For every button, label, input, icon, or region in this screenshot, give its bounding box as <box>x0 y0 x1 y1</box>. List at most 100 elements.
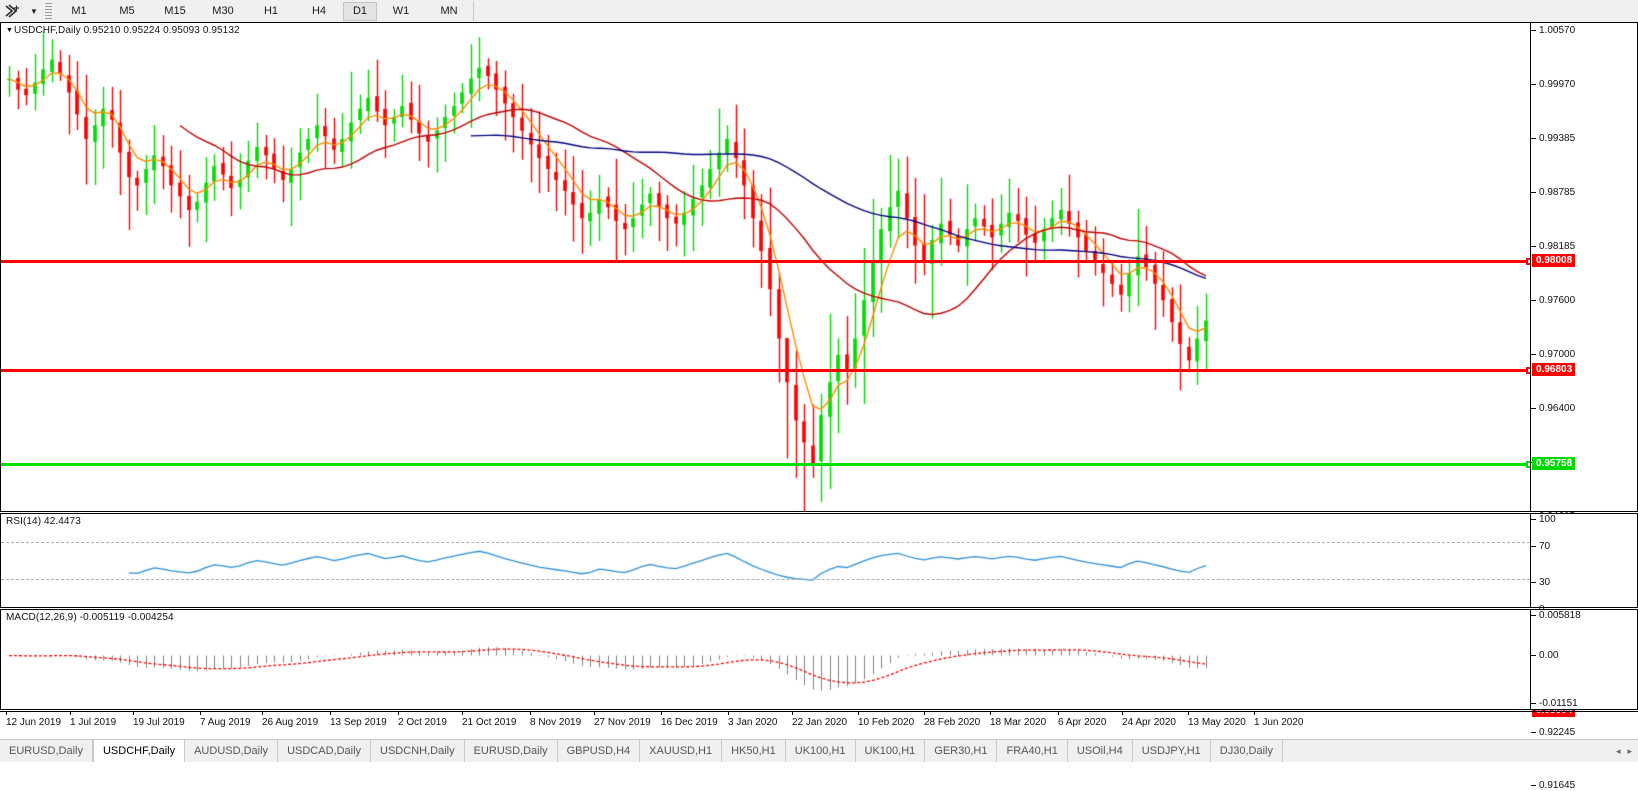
tick-mark <box>1531 703 1536 704</box>
price-axis-tick: 0.96400 <box>1531 403 1638 414</box>
macd-axis-tick: 0.00 <box>1531 650 1638 661</box>
date-label: 19 Jul 2019 <box>133 717 185 728</box>
price-plot-area[interactable] <box>1 23 1530 511</box>
macd-plot-area[interactable] <box>1 610 1530 709</box>
chart-tab-uk100-h1[interactable]: UK100,H1 <box>786 740 856 762</box>
timeframe-m15[interactable]: M15 <box>164 5 186 17</box>
timeframe-m30[interactable]: M30 <box>212 5 234 17</box>
price-level-badge-green[interactable]: 0.95758 <box>1532 457 1576 470</box>
chart-tab-ger30-h1[interactable]: GER30,H1 <box>925 740 998 762</box>
tick-mark <box>1531 732 1536 733</box>
chart-tab-uk100-h1[interactable]: UK100,H1 <box>856 740 926 762</box>
rsi-plot-area[interactable] <box>1 514 1530 607</box>
date-tick <box>1058 712 1059 715</box>
date-tick <box>70 712 71 715</box>
macd-panel[interactable]: MACD(12,26,9) -0.005119 -0.004254 0.0058… <box>0 609 1638 710</box>
date-label: 21 Oct 2019 <box>462 717 517 728</box>
tick-mark <box>1531 408 1536 409</box>
tick-mark <box>1531 354 1536 355</box>
tick-label: 1.00570 <box>1539 25 1576 36</box>
date-label: 10 Feb 2020 <box>858 717 915 728</box>
date-tick <box>398 712 399 715</box>
timeframe-d1[interactable]: D1 <box>343 1 377 21</box>
price-axis[interactable]: 1.00570 0.99970 0.99385 0.98785 0.98185 0.976… <box>1530 23 1638 791</box>
date-label: 18 Mar 2020 <box>990 717 1047 728</box>
tab-scroll-controls[interactable]: ◂ ▸ <box>1610 740 1638 762</box>
chart-tab-audusd-daily[interactable]: AUDUSD,Daily <box>185 740 279 762</box>
macd-axis-tick: 0.005818 <box>1531 610 1638 621</box>
drag-grip-icon[interactable] <box>44 3 52 19</box>
tick-label: 0.91645 <box>1539 780 1576 791</box>
date-tick <box>990 712 991 715</box>
crosshair-cursor-icon[interactable] <box>0 1 26 21</box>
price-axis-tick: 0.91645 <box>1531 780 1638 791</box>
timeframe-w1[interactable]: W1 <box>392 5 410 17</box>
date-tick <box>792 712 793 715</box>
timeframe-h4[interactable]: H4 <box>311 5 327 17</box>
panel-collapse-icon[interactable]: ▼ <box>6 27 14 34</box>
rsi-axis-tick: 30 <box>1531 577 1638 588</box>
date-tick <box>924 712 925 715</box>
chart-tab-usdjpy-h1[interactable]: USDJPY,H1 <box>1133 740 1211 762</box>
date-label: 16 Dec 2019 <box>661 717 718 728</box>
date-tick <box>728 712 729 715</box>
tab-scroll-left-icon[interactable]: ◂ <box>1615 745 1621 756</box>
date-axis[interactable]: 12 Jun 2019 1 Jul 2019 19 Jul 2019 7 Aug 20… <box>0 711 1638 733</box>
tick-mark <box>1531 246 1536 247</box>
price-axis-tick: 0.98185 <box>1531 241 1638 252</box>
tick-mark <box>1531 30 1536 31</box>
price-level-line-red[interactable] <box>1 367 1530 374</box>
date-tick <box>858 712 859 715</box>
chart-tab-hk50-h1[interactable]: HK50,H1 <box>722 740 786 762</box>
chart-tab-usdcnh-daily[interactable]: USDCNH,Daily <box>371 740 465 762</box>
chevron-down-icon[interactable]: ▼ <box>30 6 38 16</box>
chart-tab-eurusd-daily[interactable]: EURUSD,Daily <box>465 740 558 762</box>
tick-label: 0.99970 <box>1539 79 1576 90</box>
timeframe-m5[interactable]: M5 <box>119 5 135 17</box>
chart-tab-gbpusd-h4[interactable]: GBPUSD,H4 <box>558 740 641 762</box>
tick-label: -0.01151 <box>1539 698 1578 709</box>
price-level-badge-red[interactable]: 0.96803 <box>1532 363 1576 376</box>
level-handle[interactable] <box>1526 258 1530 265</box>
chart-tab-usdcad-daily[interactable]: USDCAD,Daily <box>278 740 372 762</box>
tab-scroll-right-icon[interactable]: ▸ <box>1627 745 1632 756</box>
chart-tab-bar[interactable]: EURUSD,Daily USDCHF,Daily AUDUSD,Daily USDC… <box>0 739 1638 762</box>
price-axis-tick: 0.99385 <box>1531 133 1638 144</box>
timeframe-h1[interactable]: H1 <box>263 5 279 17</box>
price-axis-tick: 0.97000 <box>1531 349 1638 360</box>
date-tick <box>200 712 201 715</box>
level-handle[interactable] <box>1526 461 1530 468</box>
tick-label: 0.99385 <box>1539 133 1576 144</box>
date-tick <box>1122 712 1123 715</box>
rsi-panel[interactable]: RSI(14) 42.4473 10070300 <box>0 513 1638 615</box>
chart-tab-dj30-daily[interactable]: DJ30,Daily <box>1211 740 1283 762</box>
timeframe-group: M1 M5 M15 M30 H1 H4 D1 W1 MN <box>55 1 474 21</box>
rsi-axis-tick: 100 <box>1531 514 1638 525</box>
chart-tab-eurusd-daily[interactable]: EURUSD,Daily <box>0 740 93 762</box>
price-level-badge-red[interactable]: 0.98008 <box>1532 254 1576 267</box>
price-axis-tick: 0.98785 <box>1531 187 1638 198</box>
rsi-canvas <box>1 514 1530 607</box>
timeframe-m1[interactable]: M1 <box>71 5 87 17</box>
chart-area[interactable]: ▼USDCHF,Daily 0.95210 0.95224 0.95093 0.… <box>0 22 1638 791</box>
tick-label: 0.98185 <box>1539 241 1576 252</box>
date-label: 22 Jan 2020 <box>792 717 848 728</box>
level-handle[interactable] <box>1526 367 1530 374</box>
tick-mark <box>1531 300 1536 301</box>
chart-tab-usdchf-daily[interactable]: USDCHF,Daily <box>92 740 186 762</box>
price-axis-tick: 0.99970 <box>1531 79 1638 90</box>
price-panel[interactable]: ▼USDCHF,Daily 0.95210 0.95224 0.95093 0.… <box>0 22 1638 791</box>
date-tick <box>530 712 531 715</box>
tick-mark <box>1531 655 1536 656</box>
timeframe-mn[interactable]: MN <box>440 5 458 17</box>
price-level-line-red[interactable] <box>1 258 1530 265</box>
tick-label: 0.00 <box>1539 650 1559 661</box>
chart-tab-usoil-h4[interactable]: USOil,H4 <box>1068 740 1133 762</box>
chart-tab-fra40-h1[interactable]: FRA40,H1 <box>997 740 1068 762</box>
tick-label: 30 <box>1539 577 1551 588</box>
date-label: 12 Jun 2019 <box>6 717 62 728</box>
chart-tab-xauusd-h1[interactable]: XAUUSD,H1 <box>640 740 723 762</box>
tick-mark <box>1531 519 1536 520</box>
price-level-line-green[interactable] <box>1 461 1530 468</box>
